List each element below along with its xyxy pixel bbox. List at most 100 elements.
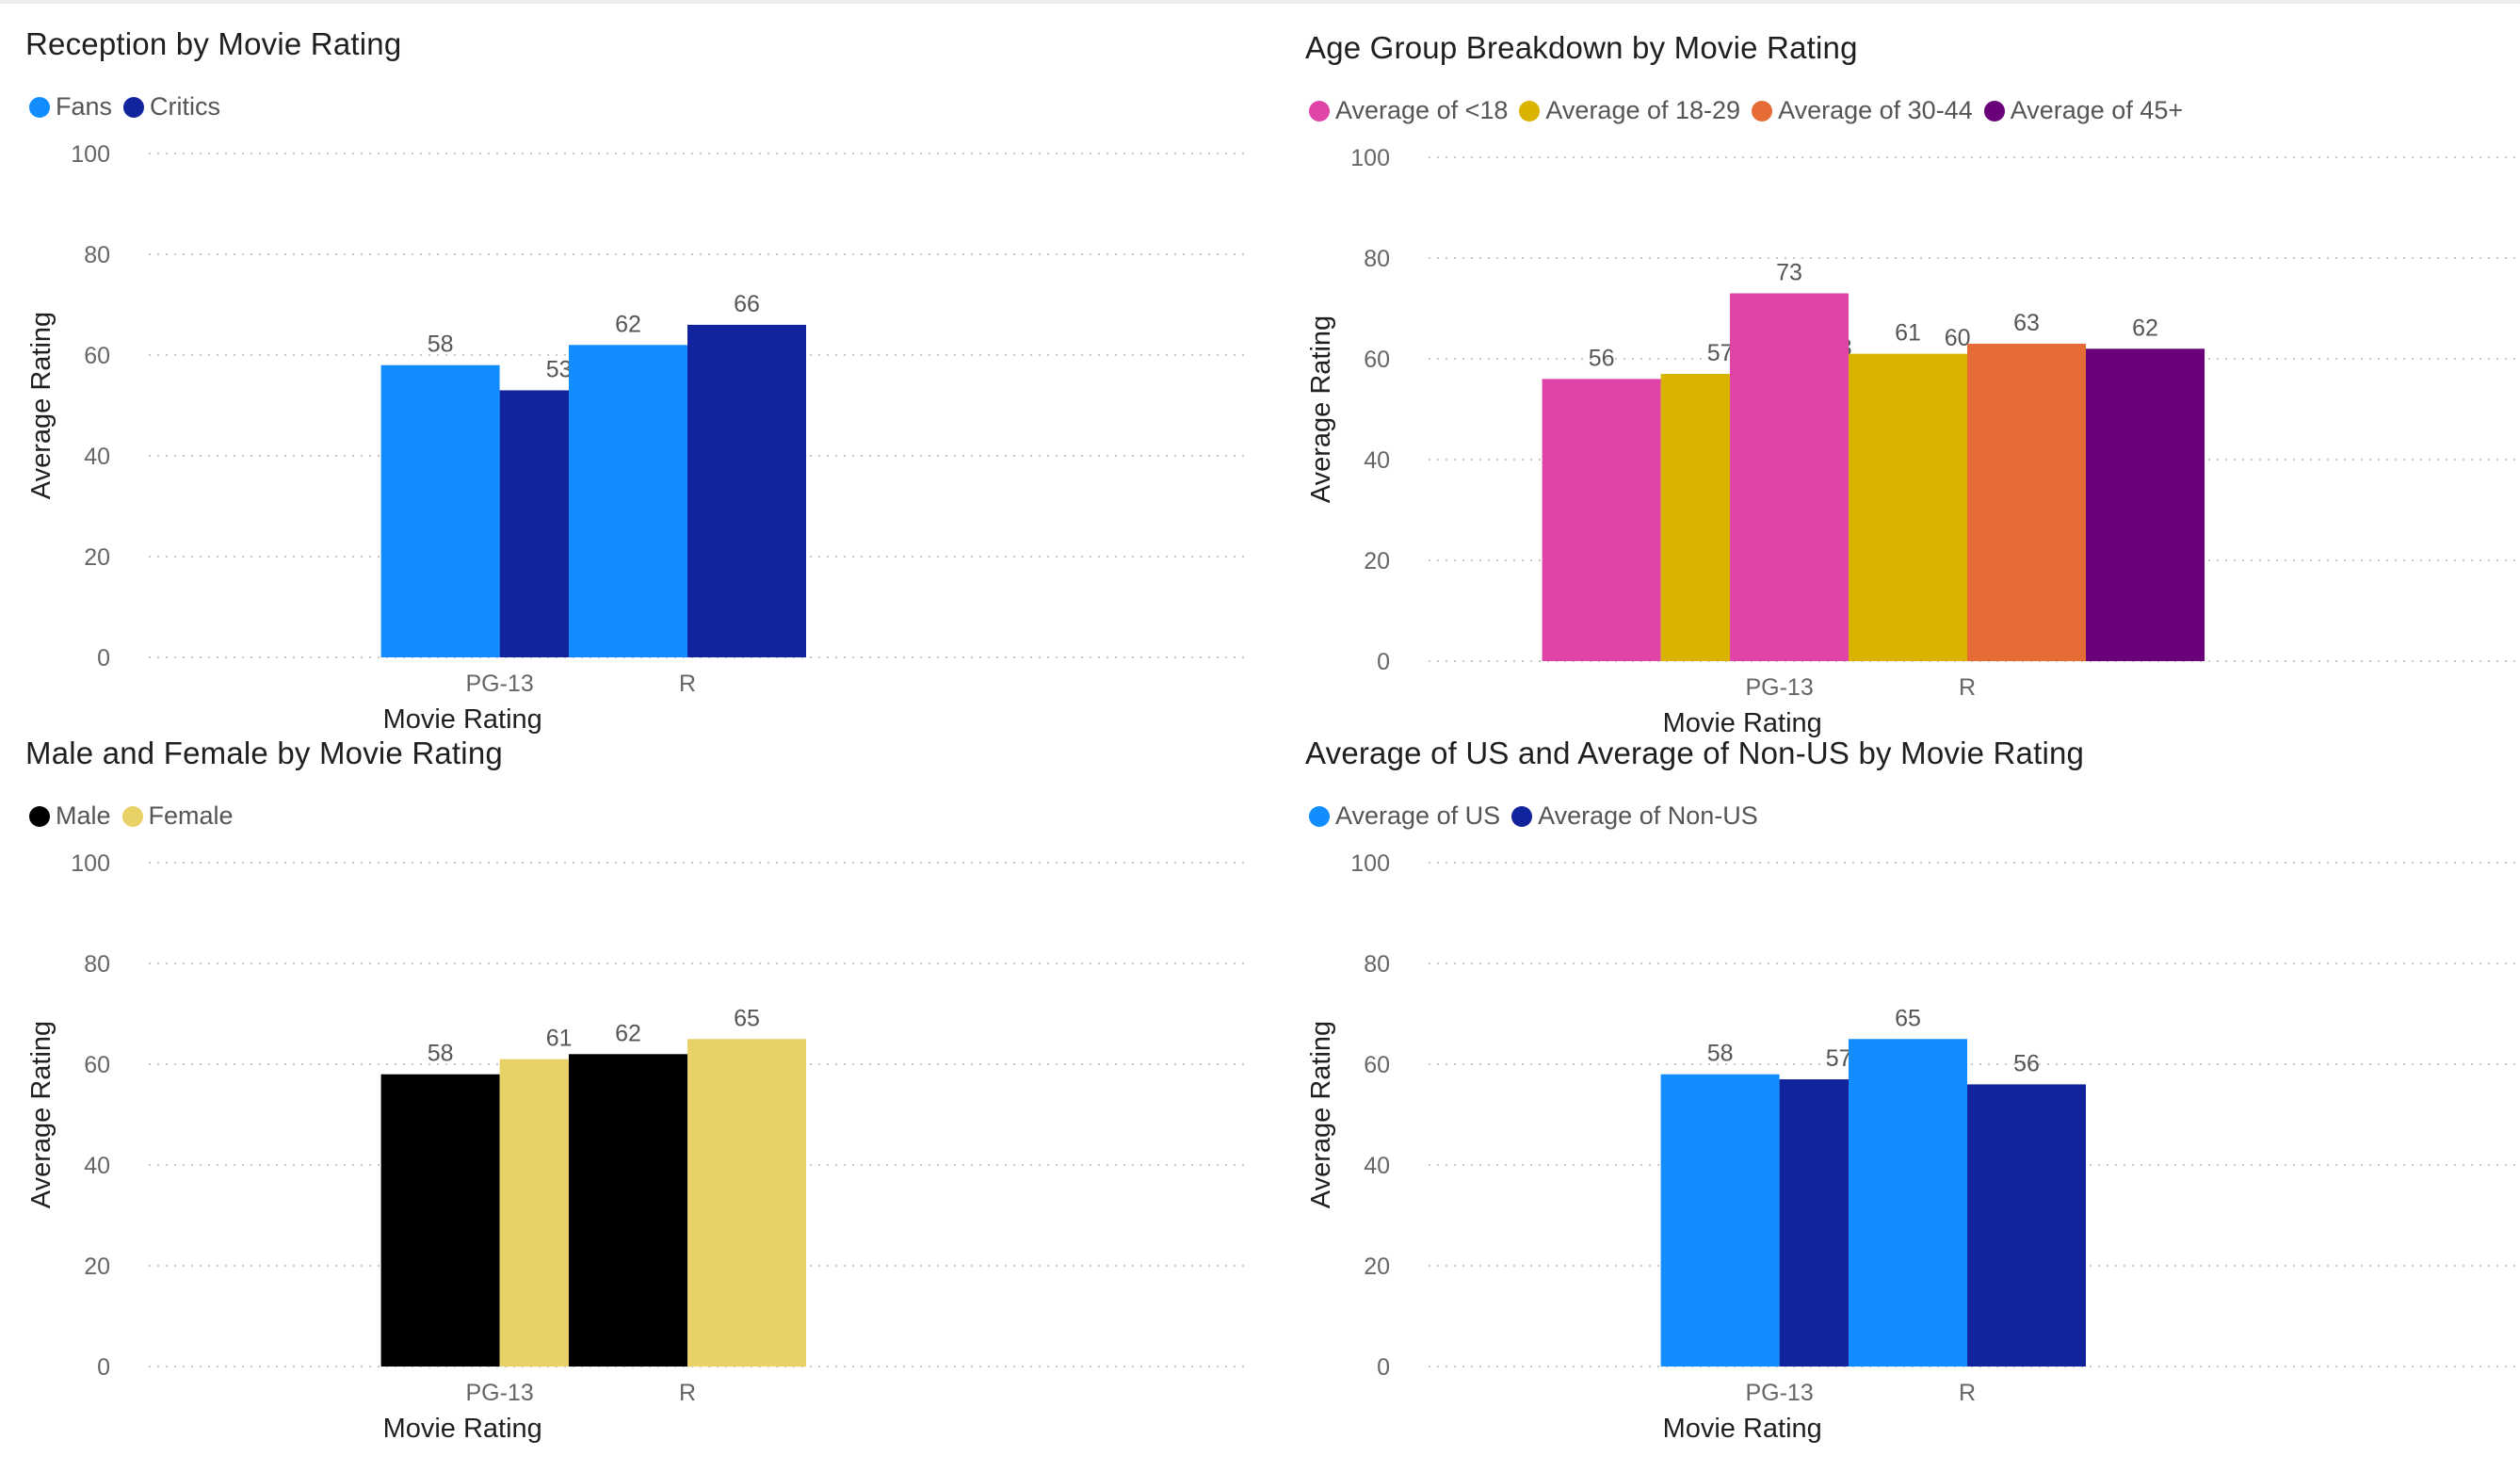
- x-tick-label: R: [679, 1380, 696, 1406]
- x-tick-label: R: [1959, 674, 1976, 701]
- data-label: 58: [428, 332, 454, 358]
- legend-swatch: [1309, 805, 1330, 827]
- legend-label: Fans: [56, 92, 113, 121]
- legend-label: Critics: [150, 92, 221, 121]
- data-label: 57: [1826, 1045, 1852, 1072]
- legend-swatch: [1309, 100, 1330, 121]
- bar-average-of-us-r[interactable]: [1849, 1039, 1967, 1367]
- x-tick-label: PG-13: [1745, 674, 1813, 701]
- chart-legend: Average of US Average of Non-US: [1309, 801, 1769, 831]
- bar-male-r[interactable]: [569, 1054, 687, 1367]
- x-axis-title: Movie Rating: [1663, 1414, 1822, 1444]
- legend-swatch: [121, 805, 143, 827]
- legend-swatch: [1519, 100, 1541, 121]
- y-tick-label: 0: [97, 645, 110, 671]
- legend-swatch: [1511, 805, 1533, 827]
- data-label: 73: [1776, 259, 1802, 285]
- bar-average-of-non-us-r[interactable]: [1967, 1084, 2086, 1367]
- data-label: 66: [734, 291, 760, 317]
- data-label: 65: [734, 1005, 760, 1031]
- legend-item-average-of-non-us[interactable]: Average of Non-US: [1511, 801, 1758, 831]
- legend-item-average-of-18[interactable]: Average of <18: [1309, 96, 1508, 125]
- chart-legend: Male Female: [29, 801, 245, 831]
- legend-swatch: [29, 96, 50, 118]
- y-tick-label: 60: [84, 1052, 110, 1078]
- bar-average-of-18-29-r[interactable]: [1849, 353, 1967, 661]
- chart-legend: Average of <18 Average of 18-29 Average of…: [1309, 96, 2194, 125]
- data-label: 56: [2013, 1050, 2040, 1076]
- x-axis-title: Movie Rating: [383, 704, 542, 735]
- legend-item-critics[interactable]: Critics: [123, 92, 220, 121]
- data-label: 65: [1895, 1005, 1921, 1031]
- legend-item-fans[interactable]: Fans: [29, 92, 112, 121]
- bar-average-of-30-44-r[interactable]: [1967, 343, 2086, 661]
- y-tick-label: 60: [1364, 1052, 1390, 1078]
- bar-average-of-us-pg-13[interactable]: [1660, 1074, 1780, 1367]
- x-axis-title: Movie Rating: [383, 1414, 542, 1444]
- y-tick-label: 100: [1350, 850, 1390, 877]
- legend-item-average-of-us[interactable]: Average of US: [1309, 801, 1500, 831]
- data-label: 56: [1589, 345, 1615, 371]
- bar-average-of-45-r[interactable]: [2086, 348, 2205, 661]
- data-label: 53: [546, 356, 573, 382]
- legend-label: Average of <18: [1335, 96, 1509, 124]
- legend-label: Male: [56, 801, 111, 830]
- chart-us-and-non-us[interactable]: Average of US and Average of Non-US by M…: [1305, 736, 2520, 1444]
- y-tick-label: 20: [1364, 1254, 1390, 1280]
- y-tick-label: 40: [84, 444, 110, 470]
- y-tick-label: 80: [84, 242, 110, 268]
- y-tick-label: 20: [1364, 548, 1390, 574]
- data-label: 61: [1895, 320, 1921, 347]
- y-axis-title: Average Rating: [26, 1021, 57, 1208]
- y-tick-label: 60: [84, 343, 110, 369]
- legend-label: Average of 30-44: [1778, 96, 1973, 124]
- top-divider: [0, 0, 2520, 4]
- chart-plot-area: 0 20 40 60 80 100 Average Rating 58 57 PG-13 65 56 R…: [1306, 850, 2520, 1444]
- y-tick-label: 80: [84, 951, 110, 978]
- data-label: 62: [615, 1020, 641, 1046]
- chart-title: Average of US and Average of Non-US by M…: [1305, 736, 2085, 770]
- legend-label: Average of 45+: [2010, 96, 2184, 124]
- bar-female-r[interactable]: [687, 1039, 806, 1367]
- bar-fans-r[interactable]: [569, 345, 687, 657]
- x-tick-label: PG-13: [465, 671, 533, 697]
- data-label: 57: [1707, 340, 1734, 366]
- chart-title: Male and Female by Movie Rating: [25, 736, 503, 770]
- legend-swatch: [1752, 100, 1773, 121]
- legend-swatch: [1983, 100, 2005, 121]
- bar-male-pg-13[interactable]: [380, 1074, 500, 1367]
- legend-item-average-of-18-29[interactable]: Average of 18-29: [1519, 96, 1740, 125]
- data-label: 61: [546, 1026, 573, 1052]
- bar-critics-r[interactable]: [687, 324, 806, 657]
- chart-title: Reception by Movie Rating: [25, 26, 402, 61]
- legend-swatch: [123, 96, 145, 118]
- data-label: 62: [615, 311, 641, 337]
- bar-average-of-18-pg-13[interactable]: [1542, 379, 1661, 661]
- chart-plot-area: 0 20 40 60 80 100 Average Rating 58 61 PG-13 62 65 R…: [26, 850, 1250, 1444]
- legend-item-male[interactable]: Male: [29, 801, 111, 831]
- y-tick-label: 20: [84, 544, 110, 571]
- legend-item-female[interactable]: Female: [121, 801, 234, 831]
- y-tick-label: 0: [1377, 649, 1390, 675]
- x-tick-label: R: [679, 671, 696, 697]
- y-tick-label: 40: [84, 1153, 110, 1179]
- data-label: 58: [1707, 1041, 1734, 1067]
- legend-swatch: [29, 805, 50, 827]
- y-tick-label: 100: [71, 141, 110, 168]
- data-label: 60: [1945, 325, 1971, 351]
- legend-item-average-of-45[interactable]: Average of 45+: [1983, 96, 2184, 125]
- bar-fans-pg-13[interactable]: [380, 364, 500, 657]
- data-label: 58: [428, 1041, 454, 1067]
- chart-reception-by-movie-rating[interactable]: Reception by Movie Rating Fans Critics 0 2…: [25, 26, 1250, 735]
- legend-item-average-of-30-44[interactable]: Average of 30-44: [1752, 96, 1973, 125]
- y-axis-title: Average Rating: [1306, 315, 1336, 503]
- y-tick-label: 40: [1364, 447, 1390, 474]
- chart-male-and-female[interactable]: Male and Female by Movie Rating Male Fema…: [25, 736, 1250, 1444]
- y-tick-label: 80: [1364, 951, 1390, 978]
- y-tick-label: 80: [1364, 246, 1390, 272]
- y-tick-label: 40: [1364, 1153, 1390, 1179]
- bar-average-of-18-r[interactable]: [1730, 293, 1849, 661]
- chart-age-group-breakdown[interactable]: Age Group Breakdown by Movie Rating Aver…: [1305, 30, 2520, 738]
- x-tick-label: PG-13: [465, 1380, 533, 1406]
